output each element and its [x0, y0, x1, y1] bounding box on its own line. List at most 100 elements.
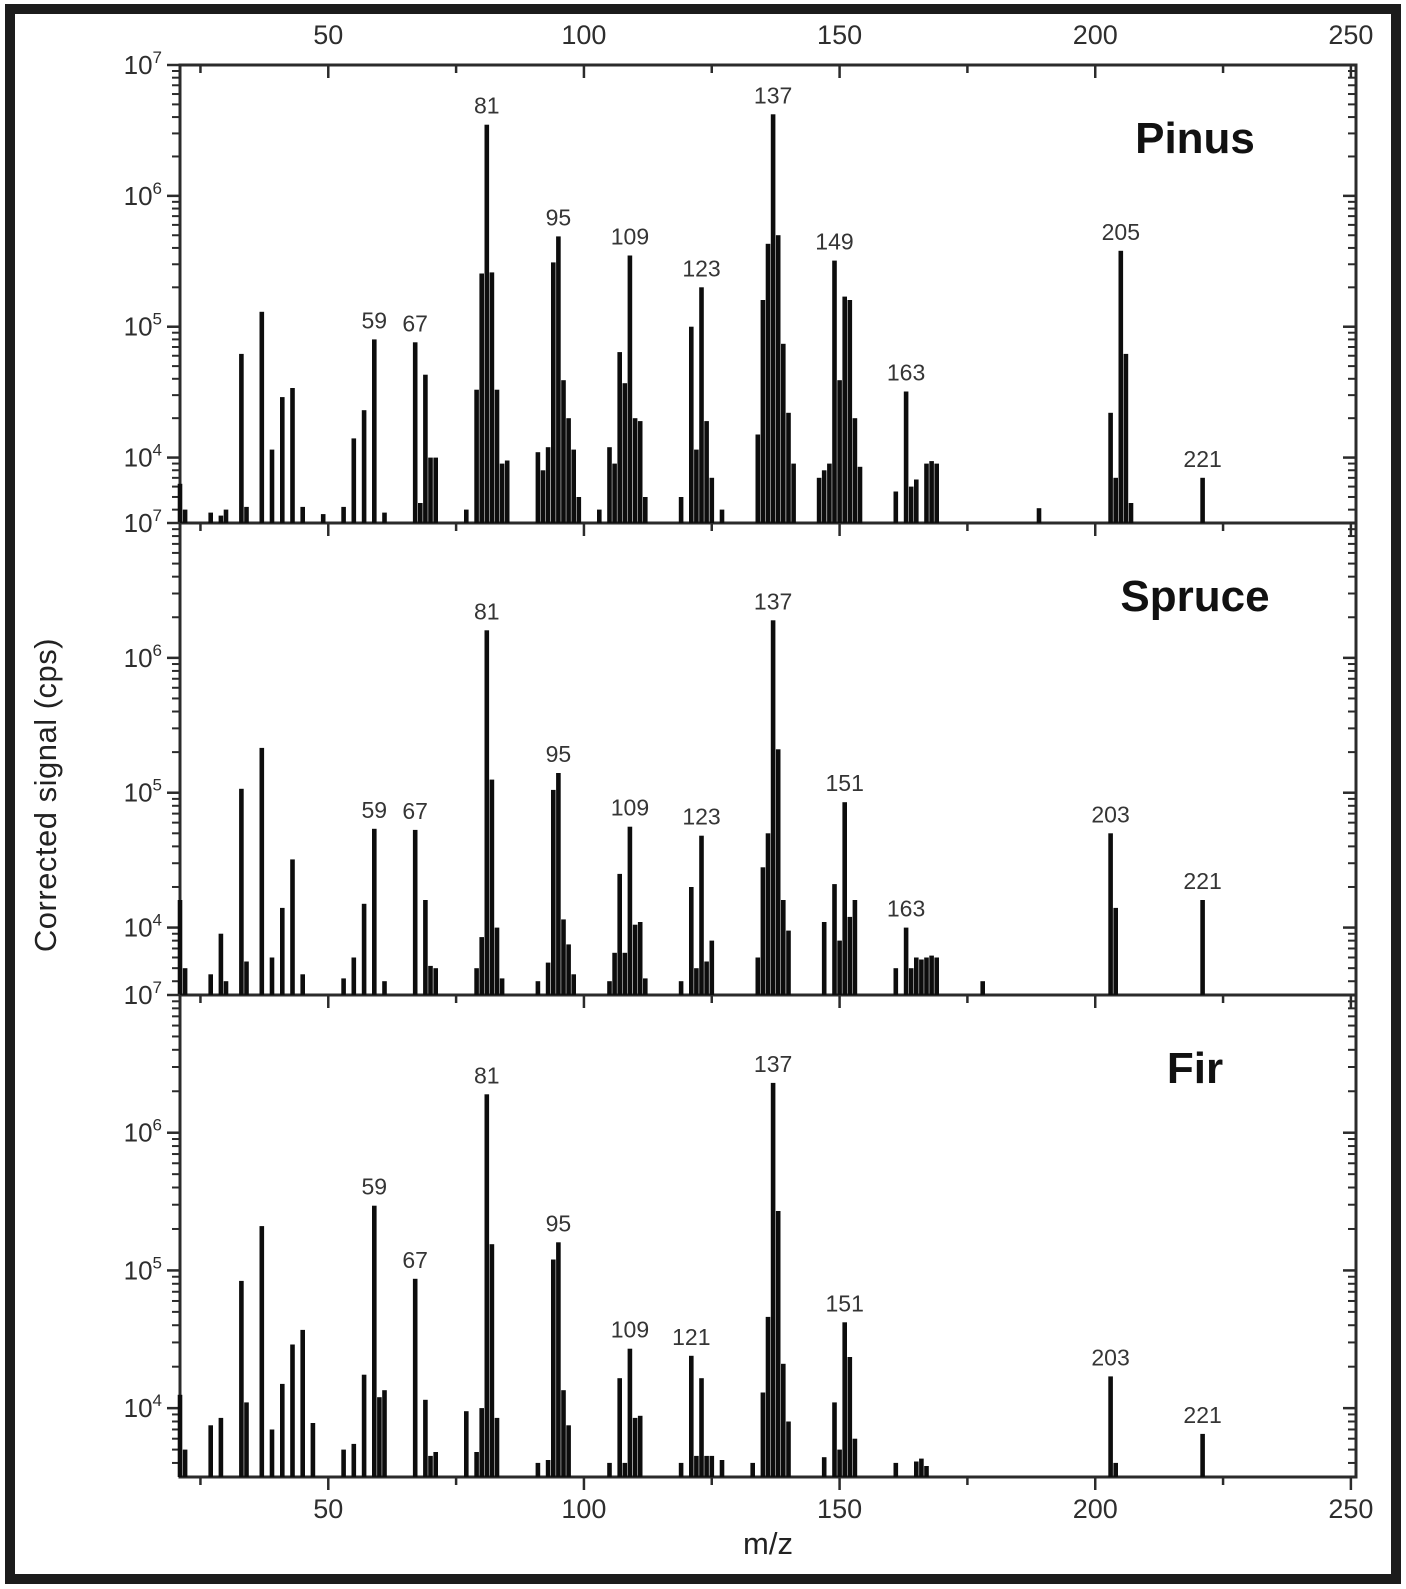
peak-label: 137	[754, 1051, 792, 1077]
x-tick-label-top: 200	[1073, 20, 1118, 50]
spectrum-bar	[643, 978, 648, 995]
spectrum-bar	[612, 463, 617, 523]
x-tick-label-bottom: 100	[561, 1494, 606, 1524]
spectrum-bar	[361, 1374, 367, 1477]
spectrum-bar	[418, 503, 423, 523]
spectrum-bar	[637, 421, 643, 523]
peak-label: 149	[815, 229, 853, 255]
spectrum-bar	[499, 978, 505, 995]
peak-label: 95	[546, 741, 572, 767]
spectrum-bar	[545, 1460, 551, 1477]
spectrum-bar	[765, 243, 771, 524]
spectrum-bar	[924, 1466, 929, 1477]
spectrum-bar	[382, 1390, 387, 1477]
spectrum-bar	[269, 1429, 275, 1477]
peak-label: 81	[474, 598, 500, 624]
spectrum-bar	[816, 477, 822, 523]
spectrum-bar	[709, 1455, 715, 1477]
spectrum-bar	[464, 509, 469, 523]
peak-label: 205	[1102, 219, 1140, 245]
y-tick-label: 105	[124, 310, 162, 342]
spectrum-bar	[699, 1378, 704, 1477]
spectrum-bar	[571, 449, 576, 523]
spectrum-bar	[223, 509, 229, 523]
peak-label: 59	[361, 307, 387, 333]
spectrum-bar	[842, 1322, 847, 1477]
spectrum-fir	[177, 1082, 1205, 1477]
peak-label: 109	[611, 224, 649, 250]
spectrum-bar	[837, 1449, 842, 1477]
spectrum-bar	[842, 296, 847, 523]
spectrum-bar	[622, 383, 628, 523]
spectrum-bar	[852, 1438, 858, 1477]
spectrum-bar	[300, 974, 305, 995]
spectrum-bar	[832, 884, 837, 995]
y-tick-label: 107	[124, 978, 162, 1010]
peak-label: 151	[826, 770, 864, 796]
spectrum-bar	[535, 1462, 541, 1477]
spectrum-bar	[372, 828, 377, 995]
spectrum-bar	[290, 859, 295, 995]
spectrum-bar	[428, 965, 433, 995]
spectrum-bar	[182, 968, 188, 995]
spectrum-bar	[218, 1417, 224, 1477]
spectrum-bar	[556, 773, 561, 995]
spectrum-bar	[694, 968, 699, 995]
spectrum-bar	[857, 466, 863, 523]
spectrum-bar	[755, 957, 761, 995]
spectrum-bar	[847, 300, 853, 523]
spectrum-bar	[914, 479, 919, 523]
spectrum-bar	[704, 421, 709, 523]
spectrum-bar	[832, 260, 837, 523]
spectrum-bar	[540, 470, 546, 523]
spectrum-bar	[678, 1462, 684, 1477]
spectrum-bar	[750, 1462, 755, 1477]
spectrum-bar	[786, 412, 791, 523]
spectrum-bar	[893, 968, 899, 995]
spectrum-bar	[821, 922, 827, 995]
spectrum-bar	[244, 961, 249, 995]
spectrum-bar	[479, 937, 484, 995]
spectrum-bar	[280, 1383, 285, 1477]
spectrum-bar	[239, 353, 244, 523]
spectrum-bar	[934, 463, 939, 523]
peak-label: 67	[402, 798, 428, 824]
spectrum-bar	[980, 981, 985, 995]
spectrum-bar	[770, 114, 776, 524]
spectrum-bar	[908, 968, 914, 995]
peak-label: 109	[611, 1317, 649, 1343]
x-tick-label-bottom: 200	[1073, 1494, 1118, 1524]
spectrum-bar	[929, 461, 934, 523]
spectrum-bar	[433, 968, 438, 995]
x-axis-title: m/z	[743, 1526, 793, 1561]
spectrum-bar	[627, 1348, 633, 1477]
spectrum-bar	[351, 957, 357, 995]
spectrum-bar	[760, 300, 766, 523]
spectrum-bar	[1128, 503, 1134, 523]
peak-label: 109	[611, 795, 649, 821]
spectrum-bar	[259, 311, 265, 523]
spectrum-bar	[244, 1402, 249, 1477]
y-tick-label: 105	[124, 776, 162, 808]
spectrum-bar	[597, 509, 602, 523]
spectrum-bar	[372, 339, 377, 523]
spectrum-bar	[551, 262, 556, 523]
spectrum-bar	[545, 962, 551, 995]
spectrum-bar	[341, 1449, 346, 1477]
spectrum-bar	[699, 287, 704, 523]
spectrum-bar	[208, 1425, 213, 1477]
spectrum-bar	[827, 463, 832, 523]
y-tick-label: 106	[124, 179, 162, 211]
peak-label: 203	[1091, 1344, 1129, 1370]
spectrum-bar	[239, 1280, 244, 1477]
spectrum-bar	[474, 1452, 479, 1477]
spectrum-bar	[1108, 1376, 1113, 1477]
spectrum-bar	[218, 933, 224, 995]
spectrum-bar	[709, 940, 715, 995]
spectrum-bar	[561, 1390, 566, 1477]
spectrum-bar	[929, 955, 934, 995]
peak-label: 59	[361, 1174, 387, 1200]
peak-label: 123	[682, 255, 720, 281]
y-tick-label: 104	[124, 1391, 162, 1423]
